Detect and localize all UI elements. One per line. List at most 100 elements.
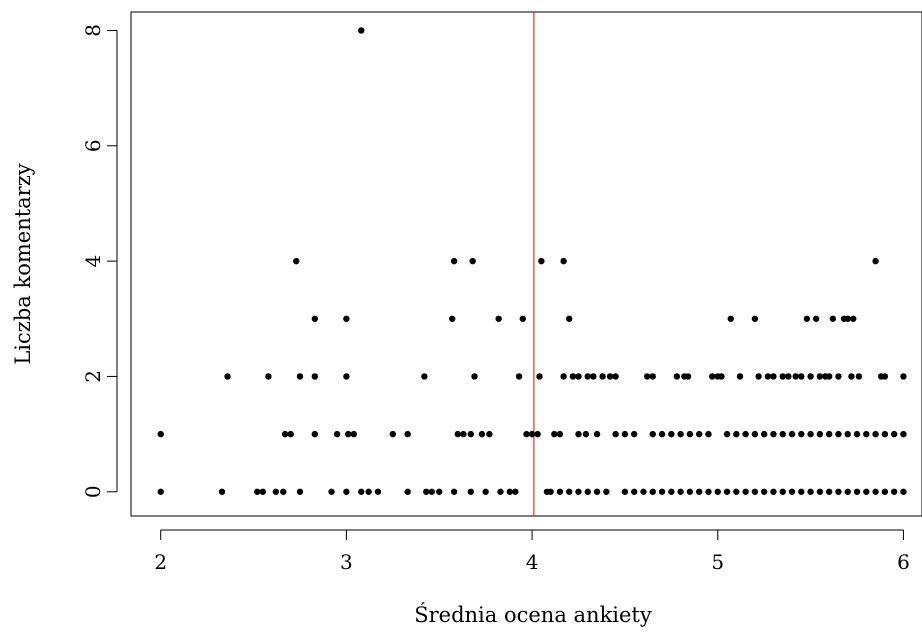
data-point [742,430,749,438]
data-point [575,430,582,438]
data-point [566,315,573,322]
data-point [428,488,436,495]
data-point [733,430,740,438]
data-point [224,373,231,380]
data-point [575,488,582,495]
data-point [677,488,684,495]
data-point [816,488,824,495]
data-point [582,430,590,438]
y-tick-label: 4 [81,255,105,268]
data-point [825,373,833,380]
data-point [436,488,443,495]
data-point [590,373,597,380]
data-point [343,373,350,380]
data-point [296,488,304,495]
data-point [454,430,461,438]
data-point [560,373,567,380]
data-point [497,488,504,495]
data-point [547,488,554,495]
data-point [272,488,280,495]
data-point [792,373,799,380]
data-point [566,488,573,495]
data-point [900,488,907,495]
data-point [515,373,523,380]
data-point [495,315,502,322]
data-point [640,488,647,495]
data-point [798,373,805,380]
data-point [900,430,907,438]
data-point [630,488,638,495]
data-point [816,373,824,380]
data-point [850,315,857,322]
data-point [803,315,811,322]
data-point [677,430,684,438]
data-point [760,430,768,438]
data-point [686,430,694,438]
data-point [478,430,486,438]
data-point [751,488,759,495]
data-point [807,430,814,438]
x-tick-label: 6 [897,550,910,574]
data-point [705,488,712,495]
y-tick-label: 2 [81,370,105,383]
data-point [449,315,456,322]
data-point [798,430,805,438]
data-point [684,373,692,380]
data-point [844,430,851,438]
data-point [450,488,458,495]
data-point [612,373,619,380]
data-point [844,315,851,322]
data-point [450,257,458,265]
data-point [755,373,762,380]
data-point [900,373,907,380]
data-point [157,430,164,438]
data-point [853,430,861,438]
data-point [218,488,226,495]
data-point [358,488,365,495]
data-point [727,315,734,322]
data-point [621,430,629,438]
data-point [649,430,656,438]
data-point [863,430,870,438]
data-point [835,430,842,438]
data-point [736,373,744,380]
data-point [593,430,601,438]
data-point [835,373,842,380]
x-tick-label: 3 [340,550,353,574]
data-point [593,488,601,495]
data-point [714,488,721,495]
data-point [890,488,898,495]
data-point [779,430,786,438]
y-axis: 0 2 4 6 8 [81,24,118,498]
x-tick-label: 2 [154,550,167,574]
y-axis-label: Liczba komentarzy [11,163,35,364]
data-point [816,430,824,438]
data-point [350,430,358,438]
data-point [708,373,716,380]
data-point [630,430,638,438]
data-point [343,315,350,322]
data-point [807,373,814,380]
data-point [779,373,786,380]
data-point [844,488,851,495]
y-tick-label: 6 [81,139,105,152]
data-point [825,488,833,495]
data-point [157,488,164,495]
x-axis-label: Średnia ocena ankiety [414,602,652,627]
data-point [556,430,564,438]
data-point [519,315,526,322]
data-point [460,430,467,438]
data-point [467,430,474,438]
data-point [835,488,842,495]
data-point [848,373,855,380]
data-point [723,430,731,438]
data-point [695,430,703,438]
data-point [668,430,675,438]
data-point [599,373,606,380]
data-point [733,488,740,495]
data-point [551,430,558,438]
data-point [686,488,694,495]
data-point [872,257,879,265]
data-point [293,257,300,265]
data-point [534,430,541,438]
